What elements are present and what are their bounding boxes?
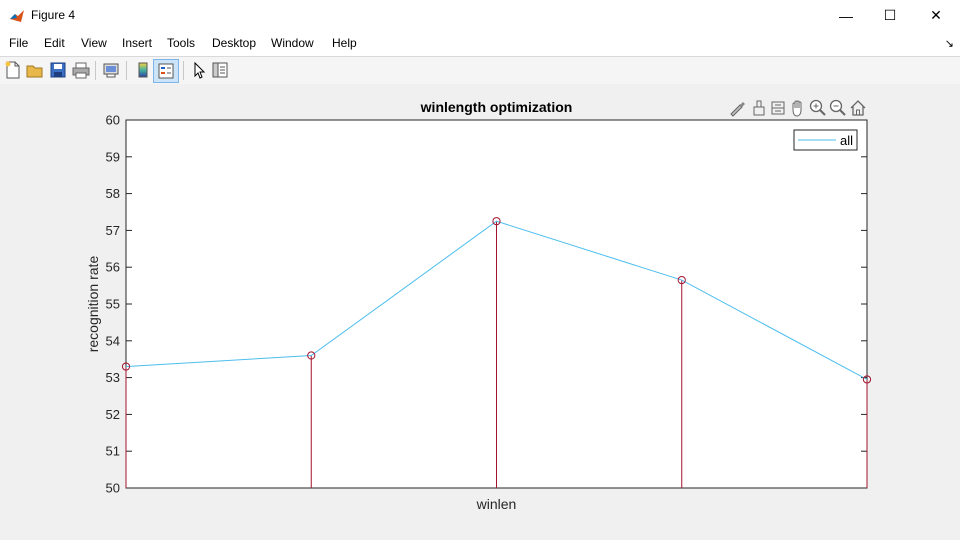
toolbar-separator <box>126 61 127 80</box>
legend-toggle-button[interactable] <box>153 59 179 83</box>
title-bar: Figure 4 — ☐ ✕ <box>0 0 960 31</box>
close-button[interactable]: ✕ <box>913 0 959 31</box>
menu-file[interactable]: File <box>9 36 29 50</box>
menu-view[interactable]: View <box>81 36 107 50</box>
window-title: Figure 4 <box>31 8 76 22</box>
figure-canvas <box>0 84 960 540</box>
home-icon[interactable] <box>848 98 868 118</box>
property-editor-icon[interactable] <box>210 60 230 80</box>
pan-icon[interactable] <box>788 98 808 118</box>
menu-edit[interactable]: Edit <box>44 36 65 50</box>
matlab-logo-icon <box>10 10 24 22</box>
menu-tools[interactable]: Tools <box>167 36 196 50</box>
zoom-in-icon[interactable] <box>808 98 828 118</box>
link-icon[interactable] <box>768 98 788 118</box>
menu-help[interactable]: Help <box>332 36 357 50</box>
legend-icon <box>158 63 174 79</box>
print-icon[interactable] <box>71 60 91 80</box>
minimize-button[interactable]: — <box>823 0 869 31</box>
menu-insert[interactable]: Insert <box>122 36 153 50</box>
minimize-icon: — <box>839 7 853 24</box>
dock-icon[interactable]: ↘ <box>944 38 954 50</box>
colorbar-icon[interactable] <box>133 60 153 80</box>
toolbar-separator <box>95 61 96 80</box>
toolbar-separator <box>183 61 184 80</box>
zoom-out-icon[interactable] <box>828 98 848 118</box>
print-preview-icon[interactable] <box>101 60 121 80</box>
save-icon[interactable] <box>48 60 68 80</box>
open-file-icon[interactable] <box>25 60 45 80</box>
brush-icon[interactable] <box>728 98 748 118</box>
pointer-icon[interactable] <box>189 60 209 80</box>
menu-window[interactable]: Window <box>271 36 314 50</box>
figure-toolbar <box>0 56 960 85</box>
menu-desktop[interactable]: Desktop <box>212 36 257 50</box>
close-icon: ✕ <box>930 7 942 23</box>
maximize-button[interactable]: ☐ <box>867 0 913 31</box>
new-figure-icon[interactable] <box>3 60 23 80</box>
maximize-icon: ☐ <box>883 7 897 23</box>
data-tips-icon[interactable] <box>749 98 769 118</box>
menu-bar: File Edit View Insert Tools Desktop Wind… <box>0 31 960 56</box>
